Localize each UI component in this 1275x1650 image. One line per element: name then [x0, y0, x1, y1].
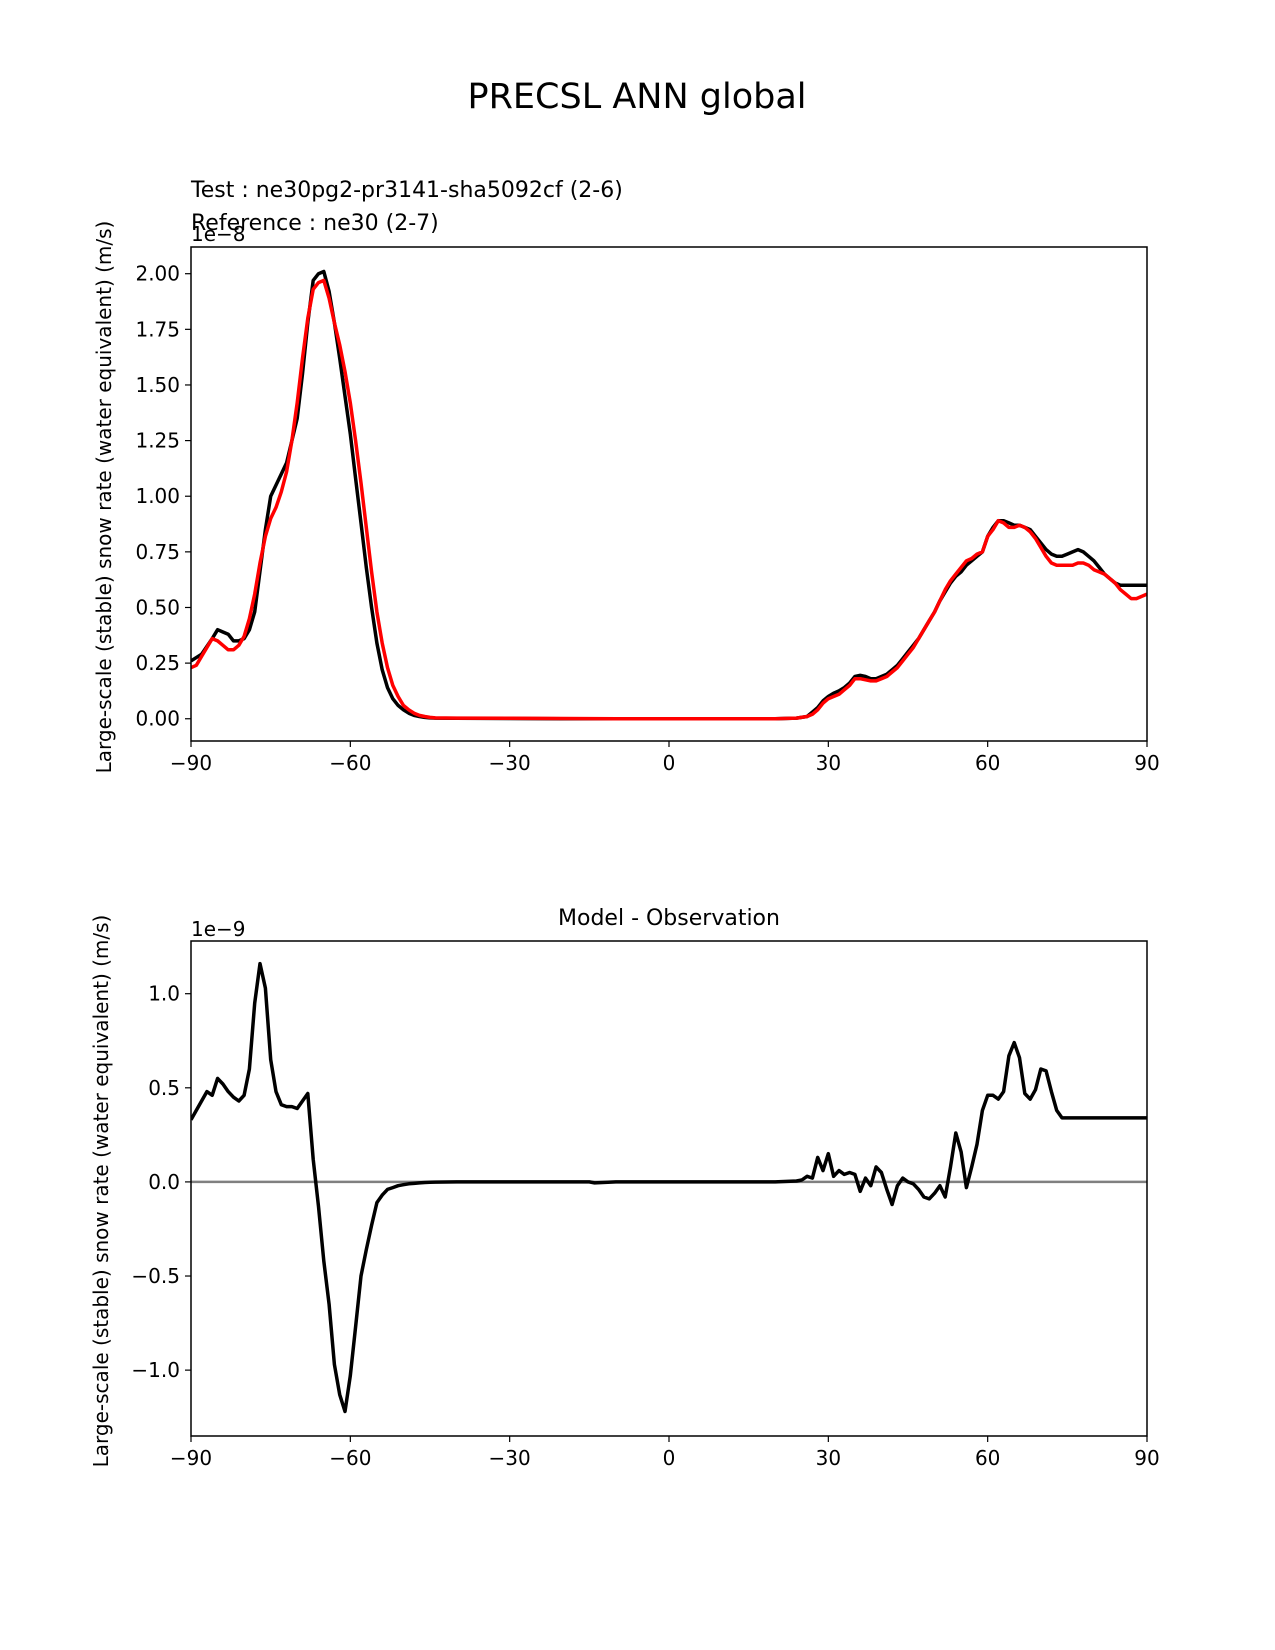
bottom-xtick-label: 30 — [816, 1446, 841, 1470]
top-xtick-label: −30 — [489, 751, 531, 775]
top-xtick-label: 0 — [663, 751, 676, 775]
bottom-ytick-label: −0.5 — [131, 1264, 180, 1288]
bottom-title: Model - Observation — [558, 906, 780, 931]
top-plot-area: −90 −60 −30 0 30 60 90 0.00 0.25 0.50 0.75 1.00 1.25… — [135, 246, 1160, 775]
top-ytick-label: 1.25 — [135, 429, 180, 453]
reference-label: Reference : ne30 (2-7) — [191, 211, 439, 236]
top-xtick-label: 90 — [1134, 751, 1159, 775]
bottom-ylabel: Large-scale (stable) snow rate (water eq… — [89, 915, 113, 1468]
bottom-ytick-label: 0.0 — [148, 1170, 180, 1194]
top-panel: Test : ne30pg2-pr3141-sha5092cf (2-6) Re… — [92, 178, 1160, 775]
top-xtick-label: 60 — [975, 751, 1000, 775]
figure-suptitle: PRECSL ANN global — [468, 77, 807, 117]
top-ylabel: Large-scale (stable) snow rate (water eq… — [92, 221, 116, 774]
top-ytick-label: 1.50 — [135, 373, 180, 397]
bottom-xtick-label: −30 — [489, 1446, 531, 1470]
bottom-offset-text: 1e−9 — [191, 917, 246, 941]
top-ytick-label: 1.00 — [135, 484, 180, 508]
top-ytick-label: 0.25 — [135, 651, 180, 675]
top-test-line — [191, 269, 1147, 721]
top-ytick-label: 1.75 — [135, 317, 180, 341]
bottom-xtick-label: 90 — [1134, 1446, 1159, 1470]
bottom-difference-line — [191, 961, 1147, 1414]
bottom-xtick-label: 60 — [975, 1446, 1000, 1470]
top-ytick-label: 0.00 — [135, 707, 180, 731]
top-offset-text: 1e−8 — [191, 222, 246, 246]
top-xtick-label: −60 — [329, 751, 371, 775]
bottom-ytick-label: 1.0 — [148, 982, 180, 1006]
top-xtick-label: −90 — [170, 751, 212, 775]
bottom-xtick-label: −60 — [329, 1446, 371, 1470]
test-label: Test : ne30pg2-pr3141-sha5092cf (2-6) — [190, 178, 623, 203]
bottom-xtick-label: 0 — [663, 1446, 676, 1470]
top-ytick-label: 0.50 — [135, 595, 180, 619]
top-reference-line — [191, 278, 1147, 721]
top-ytick-label: 0.75 — [135, 540, 180, 564]
bottom-xtick-label: −90 — [170, 1446, 212, 1470]
bottom-panel: Model - Observation 1e−9 Large-scale (st… — [89, 906, 1160, 1470]
top-xtick-label: 30 — [816, 751, 841, 775]
bottom-ytick-label: −1.0 — [131, 1358, 180, 1382]
bottom-plot-area: −90 −60 −30 0 30 60 90 −1.0 −0.5 0.0 0.5 1.0 — [131, 940, 1160, 1470]
bottom-ytick-label: 0.5 — [148, 1076, 180, 1100]
top-ytick-label: 2.00 — [135, 262, 180, 286]
